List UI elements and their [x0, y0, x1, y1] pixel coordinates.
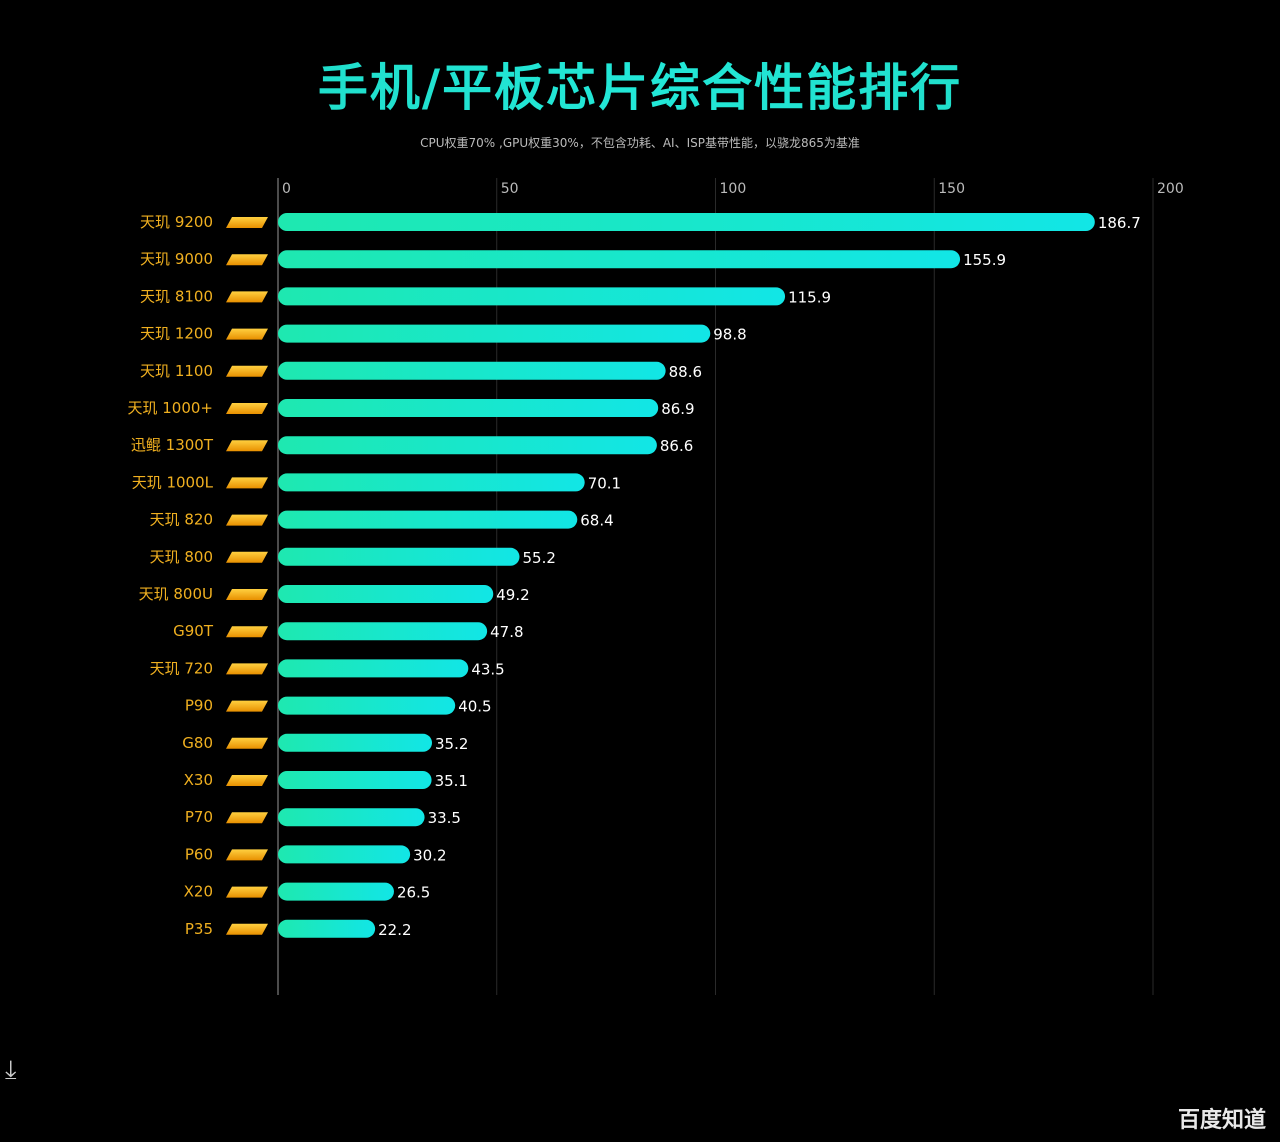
bar	[278, 733, 432, 752]
watermark: 百度知道	[1177, 1108, 1266, 1133]
category-label: 天玑 8100	[140, 287, 213, 305]
data-label: 68.4	[580, 512, 613, 530]
brand-logo-badge	[226, 663, 268, 675]
category-label: 迅鲲 1300T	[131, 436, 214, 454]
download-icon[interactable]: ⤓	[5, 1055, 17, 1085]
x-tick-label: 200	[1157, 181, 1184, 197]
x-tick-label: 100	[720, 181, 747, 197]
brand-logo-badge	[226, 291, 268, 303]
bar	[278, 436, 657, 455]
category-label: 天玑 1200	[140, 325, 213, 343]
category-label: 天玑 800	[150, 548, 213, 566]
category-label: P60	[185, 845, 213, 863]
data-label: 86.6	[660, 437, 693, 455]
data-label: 35.2	[435, 735, 468, 753]
data-label: 115.9	[788, 288, 831, 306]
data-label: 35.1	[435, 772, 468, 790]
x-tick-label: 0	[282, 181, 291, 197]
bar	[278, 696, 456, 715]
bar	[278, 585, 494, 603]
bar	[278, 919, 376, 938]
brand-logo-badge	[226, 626, 268, 638]
brand-logo-badge	[226, 365, 268, 377]
category-label: X20	[184, 883, 213, 901]
bar	[278, 361, 666, 380]
category-label: G80	[182, 734, 213, 752]
category-label: P90	[185, 697, 213, 715]
bar	[278, 399, 659, 417]
x-tick-label: 50	[501, 181, 519, 197]
data-label: 33.5	[428, 809, 461, 827]
data-label: 98.8	[713, 326, 746, 344]
bar	[278, 510, 578, 529]
brand-logo-badge	[226, 775, 268, 786]
data-label: 43.5	[471, 660, 504, 678]
bar	[278, 808, 425, 827]
category-label: 天玑 1000+	[127, 399, 213, 417]
category-label: X30	[184, 771, 213, 789]
bar	[278, 287, 786, 306]
bar	[278, 622, 488, 641]
data-label: 47.8	[490, 623, 523, 641]
category-label: G90T	[173, 622, 214, 640]
category-label: P35	[185, 920, 213, 938]
brand-logo-badge	[226, 254, 268, 266]
category-label: 天玑 720	[150, 659, 213, 677]
data-label: 55.2	[523, 549, 556, 567]
brand-logo-badge	[226, 551, 268, 563]
brand-logo-badge	[226, 328, 268, 340]
brand-logo-badge	[226, 812, 268, 824]
brand-logo-badge	[226, 849, 268, 861]
category-label: 天玑 9200	[140, 213, 213, 231]
bar	[278, 324, 711, 343]
bar	[278, 250, 961, 269]
data-label: 40.5	[458, 698, 491, 716]
category-label: 天玑 800U	[139, 585, 213, 603]
data-label: 22.2	[378, 921, 411, 939]
brand-logo-badge	[226, 923, 268, 935]
category-label: P70	[185, 808, 213, 826]
bar	[278, 547, 520, 566]
data-label: 155.9	[963, 251, 1006, 269]
data-label: 49.2	[496, 586, 529, 604]
data-label: 88.6	[669, 363, 702, 381]
brand-logo-badge	[226, 403, 268, 414]
data-label: 186.7	[1098, 214, 1141, 232]
bar	[278, 213, 1095, 231]
brand-logo-badge	[226, 700, 268, 712]
brand-logo-badge	[226, 217, 268, 228]
category-label: 天玑 820	[150, 511, 213, 529]
brand-logo-badge	[226, 737, 268, 749]
x-tick-label: 150	[938, 181, 965, 197]
chart-title: 手机/平板芯片综合性能排行	[0, 48, 1280, 120]
brand-logo-badge	[226, 477, 268, 489]
category-label: 天玑 1000L	[132, 473, 214, 491]
data-label: 70.1	[588, 474, 621, 492]
brand-logo-badge	[226, 886, 268, 898]
bar	[278, 882, 394, 901]
brand-logo-badge	[226, 514, 268, 526]
data-label: 86.9	[661, 400, 694, 418]
chart-subtitle: CPU权重70% ,GPU权重30%，不包含功耗、AI、ISP基带性能，以骁龙8…	[420, 136, 860, 150]
bar	[278, 845, 411, 864]
data-label: 26.5	[397, 884, 430, 902]
category-label: 天玑 1100	[140, 362, 213, 380]
brand-logo-badge	[226, 589, 268, 600]
bar	[278, 473, 585, 492]
bar	[278, 771, 432, 789]
data-label: 30.2	[413, 846, 446, 864]
category-label: 天玑 9000	[140, 250, 213, 268]
brand-logo-badge	[226, 440, 268, 452]
bar	[278, 659, 469, 678]
